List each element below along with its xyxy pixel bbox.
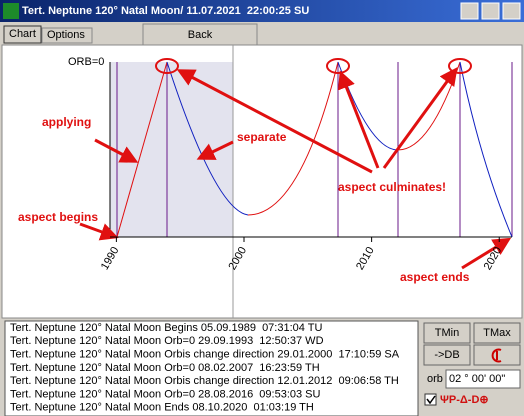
separating-curve [459, 61, 513, 238]
orb-label: orb [427, 373, 443, 385]
orb-input[interactable] [445, 369, 521, 389]
arrow [337, 70, 380, 169]
button-label: ->DB [434, 349, 459, 361]
icon [491, 348, 502, 363]
button-label: TMax [483, 327, 511, 339]
log-line: Tert. Neptune 120° Natal Moon Orbis chan… [10, 349, 400, 361]
window-title: Tert. Neptune 120° Natal Moon/ 11.07.202… [22, 5, 309, 17]
log-line: Tert. Neptune 120° Natal Moon Ends 08.10… [10, 402, 314, 414]
orb-value: 02 ° 00' 00" [449, 373, 505, 385]
title-bar [0, 0, 524, 22]
tab[interactable] [3, 25, 42, 44]
close-button[interactable] [502, 2, 521, 20]
tab[interactable] [41, 27, 93, 44]
tmax-button[interactable] [473, 322, 521, 344]
separating-curve [166, 61, 249, 216]
arrow [382, 67, 458, 169]
checkbox[interactable] [424, 393, 437, 406]
maximize-button[interactable] [481, 2, 500, 20]
arrow [94, 138, 139, 163]
log-line: Tert. Neptune 120° Natal Moon Orb=0 08.0… [10, 362, 320, 374]
chart-bg [1, 44, 523, 319]
highlight [155, 58, 179, 74]
arrow [196, 140, 234, 160]
annotation: separate [237, 130, 287, 144]
y-label: ORB=0 [68, 56, 104, 68]
chart-panel: ORB=0 applying separate aspect culminate… [1, 44, 523, 319]
log-panel [4, 320, 419, 416]
log-line: Tert. Neptune 120° Natal Moon Orb=0 29.0… [10, 335, 324, 347]
log-line: Tert. Neptune 120° Natal Moon Orbis chan… [10, 375, 399, 387]
check-mark [426, 395, 436, 405]
annotation: aspect begins [18, 210, 98, 224]
tab-label: Chart [9, 28, 36, 40]
button-label: Back [188, 29, 213, 41]
applying-curve [116, 61, 168, 238]
log-line: Tert. Neptune 120° Natal Moon Begins 05.… [10, 322, 322, 334]
highlight [448, 58, 472, 74]
log-line: Tert. Neptune 120° Natal Moon Orb=0 28.0… [10, 388, 321, 400]
app-icon [3, 3, 19, 19]
button-label: TMin [435, 327, 459, 339]
arrow [176, 69, 373, 174]
applying-curve [247, 61, 339, 216]
arrow [79, 222, 119, 241]
annotation: aspect ends [400, 270, 470, 284]
tmin-button[interactable] [423, 322, 471, 344]
minimize-button[interactable] [460, 2, 479, 20]
annotation: applying [42, 115, 91, 129]
aspect-symbols: ΨP-Δ-D⊕ [440, 394, 489, 406]
annotation: aspect culminates! [338, 180, 446, 194]
tab-label: Options [47, 29, 85, 41]
arrow [461, 237, 512, 270]
db-button[interactable] [423, 344, 471, 366]
